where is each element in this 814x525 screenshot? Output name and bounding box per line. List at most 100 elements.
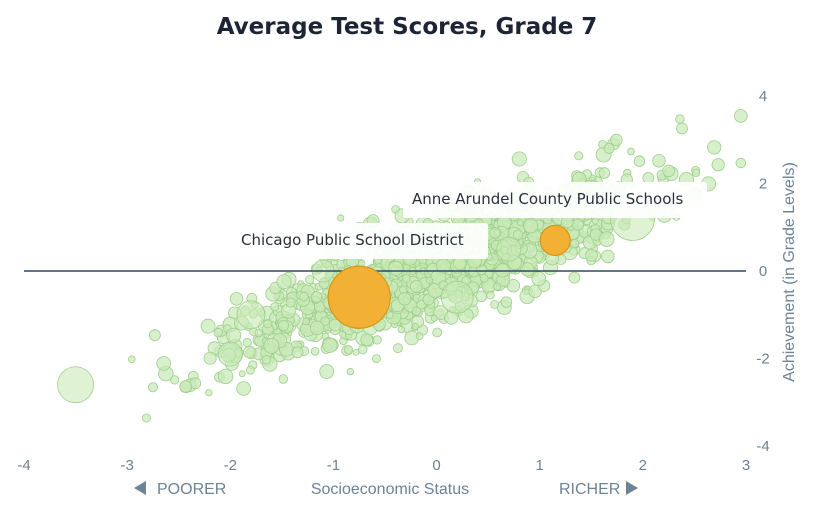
district-bubble [603,142,615,154]
x-tick-label: 3 [742,457,750,474]
poorer-arrow-icon [134,481,146,495]
district-bubble [610,133,623,147]
district-bubble [148,329,161,342]
y-tick-label: 0 [759,263,767,280]
district-bubble [128,355,136,364]
y-axis-title: Achievement (in Grade Levels) [781,162,798,382]
district-bubble [430,314,438,322]
y-tick-label: 2 [759,176,767,193]
district-bubble [711,158,725,172]
x-tick-label: 0 [432,457,440,474]
district-bubble [388,260,404,276]
district-bubble [642,172,655,184]
x-tick-label: 1 [536,457,544,474]
bubble-layer [57,109,748,423]
district-bubble [310,346,320,356]
x-axis-title: Socioeconomic Status [311,481,469,498]
x-tick-label: -3 [120,457,133,474]
district-bubble [411,306,422,316]
district-bubble [531,271,547,287]
district-bubble [285,297,296,308]
district-bubble [200,318,216,334]
district-bubble [263,337,280,354]
district-bubble [735,157,747,169]
district-bubble-large [440,280,474,314]
district-bubble [277,320,289,332]
district-bubble [569,239,580,249]
x-tick-label: -4 [17,457,30,474]
callout-label: Anne Arundel County Public Schools [412,190,684,208]
district-bubble [397,325,405,334]
district-bubble [305,275,315,285]
district-bubble [411,322,419,330]
district-bubble [276,274,292,290]
district-bubble [302,317,311,326]
district-bubble [506,279,521,293]
district-bubble [217,368,234,385]
district-bubble [489,227,501,239]
district-bubble [490,299,500,309]
district-bubble [360,333,374,347]
district-bubble [652,153,666,168]
district-bubble [322,337,338,353]
highlight-bubble[interactable] [539,224,571,256]
district-bubble [328,318,342,332]
district-bubble [261,355,272,365]
district-bubble [675,114,685,124]
callout-box [403,182,707,218]
district-bubble [236,381,251,396]
district-bubble [571,218,584,231]
district-bubble [245,365,255,375]
y-tick-label: -4 [756,438,769,455]
district-bubble [254,328,264,338]
district-bubble [512,229,524,240]
y-axis-ticks: 4 2 0 -2 -4 [756,88,769,455]
district-bubble [291,346,304,359]
district-bubble [500,296,513,308]
district-bubble [523,218,539,234]
district-bubble [495,262,510,278]
district-bubble [372,335,382,345]
district-bubble [397,292,412,306]
district-bubble-large [57,366,94,404]
district-bubble [516,219,524,227]
district-bubble [371,354,381,364]
district-bubble [598,167,611,179]
district-bubble [343,345,354,355]
x-tick-label: -2 [224,457,237,474]
district-bubble-large [217,341,243,367]
district-bubble [475,290,488,303]
district-bubble [205,389,213,397]
district-bubble [425,276,434,284]
district-bubble-large [236,300,266,330]
district-bubble [691,168,701,177]
callout-label: Chicago Public School District [241,231,464,249]
district-bubble [403,264,411,272]
district-bubble [358,344,368,355]
highlight-bubble[interactable] [327,265,391,329]
district-bubble [401,273,411,283]
district-bubble [226,327,242,343]
y-tick-label: 4 [759,88,767,105]
district-bubble [320,316,330,326]
richer-arrow-icon [626,481,638,495]
district-bubble [243,345,256,359]
district-bubble [213,327,223,338]
district-bubble [270,302,280,312]
district-bubble [346,367,354,376]
district-bubble [511,151,527,167]
district-bubble [479,274,489,283]
district-bubble [486,291,495,300]
district-bubble [568,271,581,284]
y-tick-label: -2 [756,351,769,368]
district-bubble-large [496,236,522,262]
district-bubble [591,217,599,225]
district-bubble [229,292,244,306]
district-bubble [676,122,688,135]
district-bubble [415,332,424,341]
district-bubble [707,140,722,155]
district-bubble [633,155,646,167]
district-bubble [585,249,598,262]
x-tick-label: 2 [639,457,647,474]
